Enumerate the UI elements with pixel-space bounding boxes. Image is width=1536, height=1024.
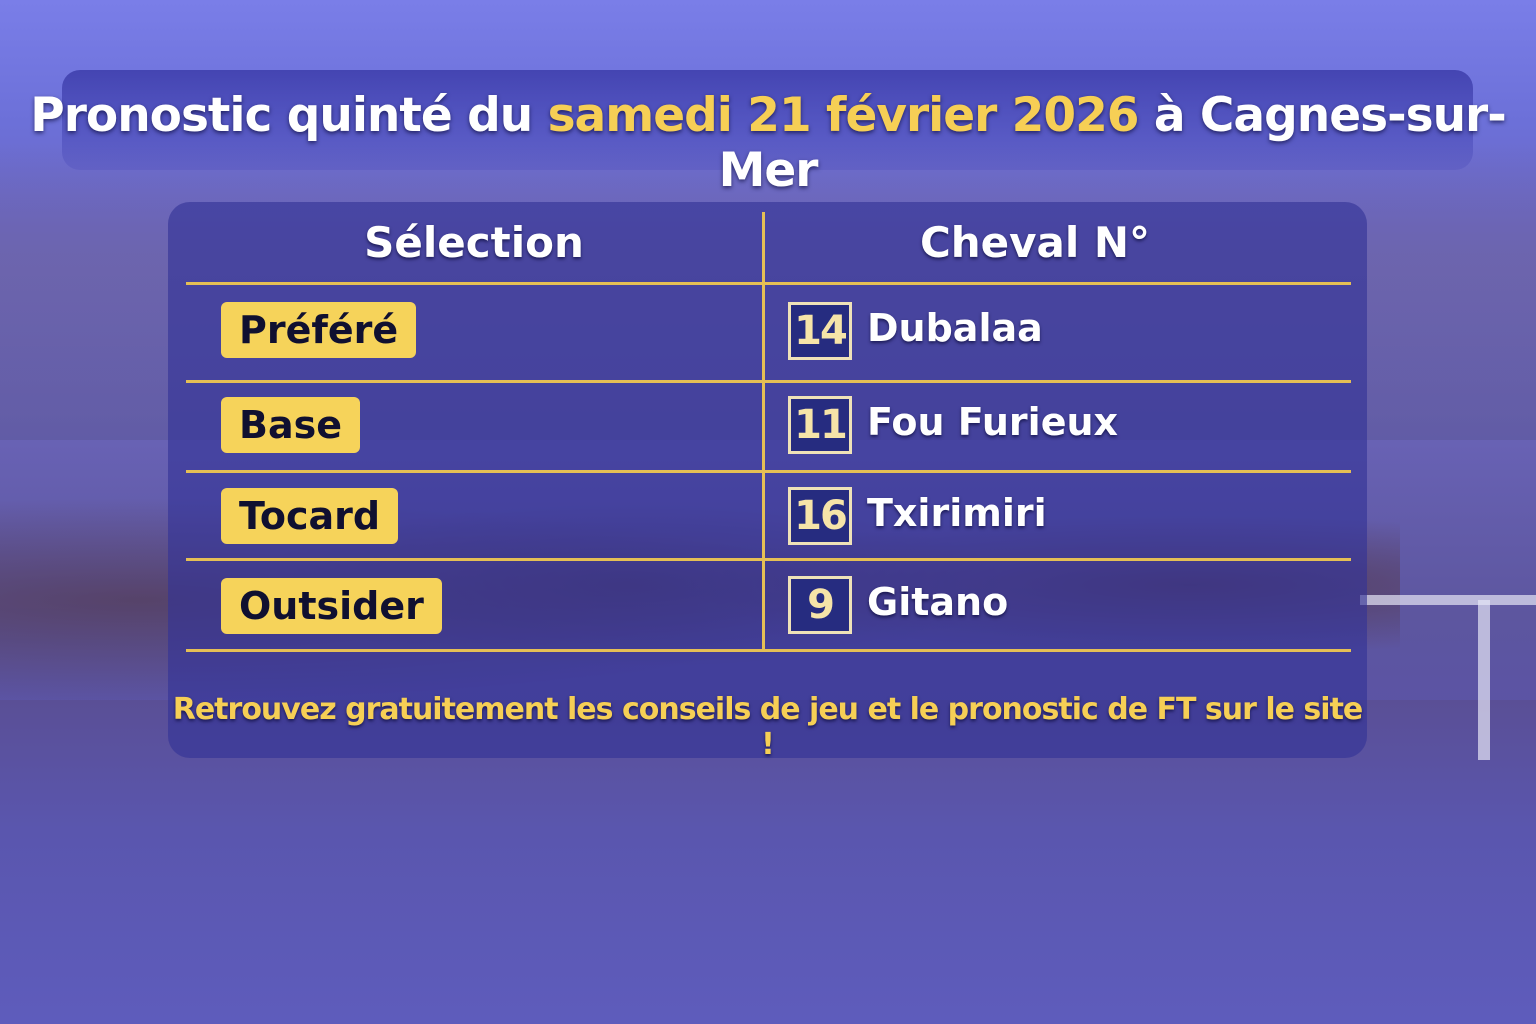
horse-number: 9: [788, 576, 852, 634]
horse-name: Gitano: [867, 580, 1009, 624]
page-title: Pronostic quinté du samedi 21 février 20…: [0, 88, 1536, 198]
selection-badge: Outsider: [221, 578, 442, 634]
prediction-panel: [168, 202, 1367, 758]
horse-number: 11: [788, 396, 852, 454]
background-rail: [1360, 595, 1536, 605]
header-horse-number: Cheval N°: [919, 218, 1151, 267]
column-divider: [762, 212, 765, 650]
title-prefix: Pronostic quinté du: [30, 88, 548, 143]
divider: [186, 649, 1351, 652]
selection-badge: Préféré: [221, 302, 417, 358]
footer-note: Retrouvez gratuitement les conseils de j…: [172, 692, 1364, 762]
title-suffix: à Cagnes-sur-Mer: [718, 88, 1507, 198]
selection-badge: Tocard: [221, 488, 399, 544]
title-banner: [62, 70, 1473, 170]
divider: [186, 380, 1351, 383]
divider: [186, 470, 1351, 473]
title-date: samedi 21 février 2026: [547, 88, 1140, 143]
horse-name: Txirimiri: [867, 491, 1047, 535]
header-selection: Sélection: [364, 218, 584, 267]
background-rail-post: [1478, 600, 1490, 760]
divider: [186, 558, 1351, 561]
horse-name: Dubalaa: [867, 306, 1043, 350]
selection-badge: Base: [221, 397, 360, 453]
divider: [186, 282, 1351, 285]
horse-name: Fou Furieux: [867, 400, 1119, 444]
horse-number: 14: [788, 302, 852, 360]
horse-number: 16: [788, 487, 852, 545]
